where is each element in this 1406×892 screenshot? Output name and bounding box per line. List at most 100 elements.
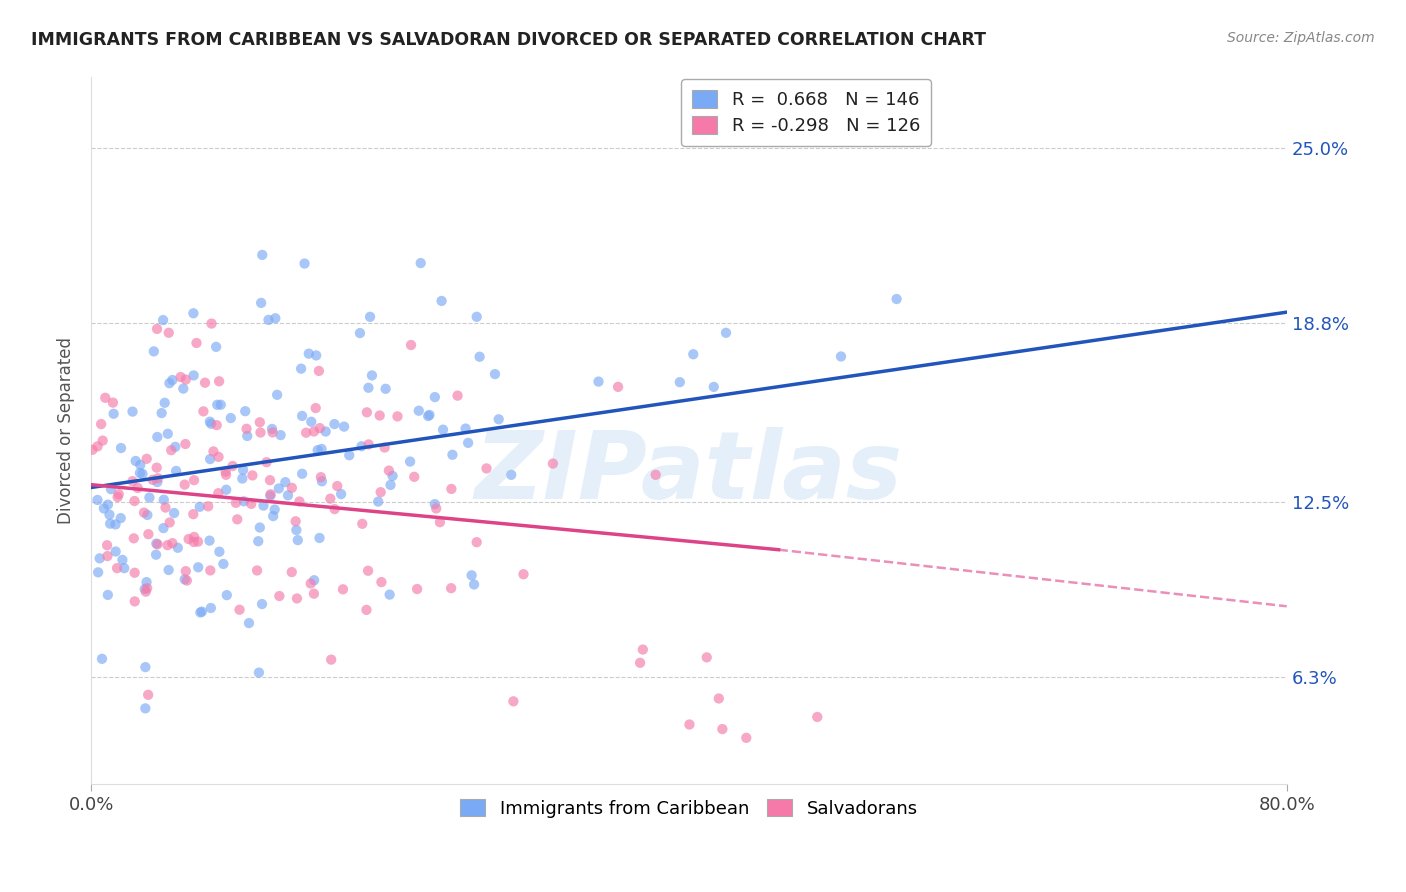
Point — [696, 650, 718, 665]
Point — [127, 481, 149, 495]
Point — [299, 415, 322, 429]
Point — [259, 489, 281, 503]
Point — [101, 395, 124, 409]
Point — [361, 368, 384, 383]
Point — [226, 512, 249, 526]
Point — [173, 477, 195, 491]
Point — [830, 350, 852, 364]
Point — [714, 326, 737, 340]
Point — [423, 497, 446, 511]
Point — [432, 423, 454, 437]
Point — [91, 652, 114, 666]
Point — [145, 536, 167, 550]
Point — [100, 482, 122, 496]
Point — [238, 616, 260, 631]
Point — [249, 425, 271, 440]
Point — [501, 467, 523, 482]
Point — [134, 660, 156, 674]
Point — [124, 454, 146, 468]
Point — [160, 443, 183, 458]
Text: Source: ZipAtlas.com: Source: ZipAtlas.com — [1227, 31, 1375, 45]
Point — [146, 471, 169, 485]
Point — [277, 488, 299, 502]
Point — [209, 398, 232, 412]
Text: IMMIGRANTS FROM CARIBBEAN VS SALVADORAN DIVORCED OR SEPARATED CORRELATION CHART: IMMIGRANTS FROM CARIBBEAN VS SALVADORAN … — [31, 31, 986, 49]
Point — [370, 485, 392, 500]
Point — [270, 428, 292, 442]
Point — [308, 364, 330, 378]
Point — [124, 494, 146, 508]
Point — [512, 567, 534, 582]
Point — [208, 545, 231, 559]
Point — [183, 530, 205, 544]
Point — [163, 506, 186, 520]
Point — [131, 467, 153, 481]
Point — [228, 603, 250, 617]
Point — [264, 311, 287, 326]
Point — [242, 468, 264, 483]
Point — [408, 403, 430, 417]
Point — [215, 467, 238, 482]
Point — [274, 475, 297, 490]
Point — [91, 434, 114, 448]
Point — [418, 409, 440, 423]
Point — [146, 537, 169, 551]
Point — [267, 482, 290, 496]
Point — [291, 467, 314, 481]
Point — [214, 465, 236, 479]
Point — [105, 561, 128, 575]
Point — [193, 404, 215, 418]
Point — [285, 523, 308, 537]
Point — [219, 411, 242, 425]
Point — [380, 478, 402, 492]
Point — [326, 479, 349, 493]
Point — [588, 375, 610, 389]
Point — [103, 407, 125, 421]
Point — [541, 457, 564, 471]
Point — [291, 409, 314, 423]
Point — [145, 460, 167, 475]
Point — [166, 541, 188, 555]
Point — [281, 565, 304, 579]
Point — [475, 461, 498, 475]
Point — [135, 575, 157, 590]
Point — [82, 442, 104, 457]
Point — [607, 380, 630, 394]
Point — [155, 500, 177, 515]
Point — [89, 551, 111, 566]
Point — [886, 292, 908, 306]
Point — [208, 374, 231, 388]
Point — [104, 544, 127, 558]
Point — [215, 588, 238, 602]
Point — [98, 516, 121, 531]
Point — [146, 475, 169, 489]
Point — [250, 597, 273, 611]
Point — [349, 326, 371, 340]
Text: ZIPatlas: ZIPatlas — [475, 427, 903, 519]
Point — [205, 340, 228, 354]
Point — [262, 509, 284, 524]
Point — [460, 568, 482, 582]
Point — [266, 388, 288, 402]
Point — [107, 490, 129, 504]
Point — [107, 487, 129, 501]
Point — [215, 483, 238, 497]
Point — [236, 429, 259, 443]
Point — [129, 458, 152, 472]
Point — [94, 391, 117, 405]
Point — [134, 701, 156, 715]
Point — [269, 589, 291, 603]
Point — [429, 515, 451, 529]
Point — [457, 436, 479, 450]
Point — [221, 458, 243, 473]
Point — [249, 520, 271, 534]
Point — [212, 557, 235, 571]
Point — [135, 451, 157, 466]
Point — [200, 417, 222, 431]
Point — [172, 382, 194, 396]
Point — [290, 361, 312, 376]
Point — [134, 582, 156, 596]
Point — [135, 584, 157, 599]
Point — [356, 603, 378, 617]
Point — [337, 448, 360, 462]
